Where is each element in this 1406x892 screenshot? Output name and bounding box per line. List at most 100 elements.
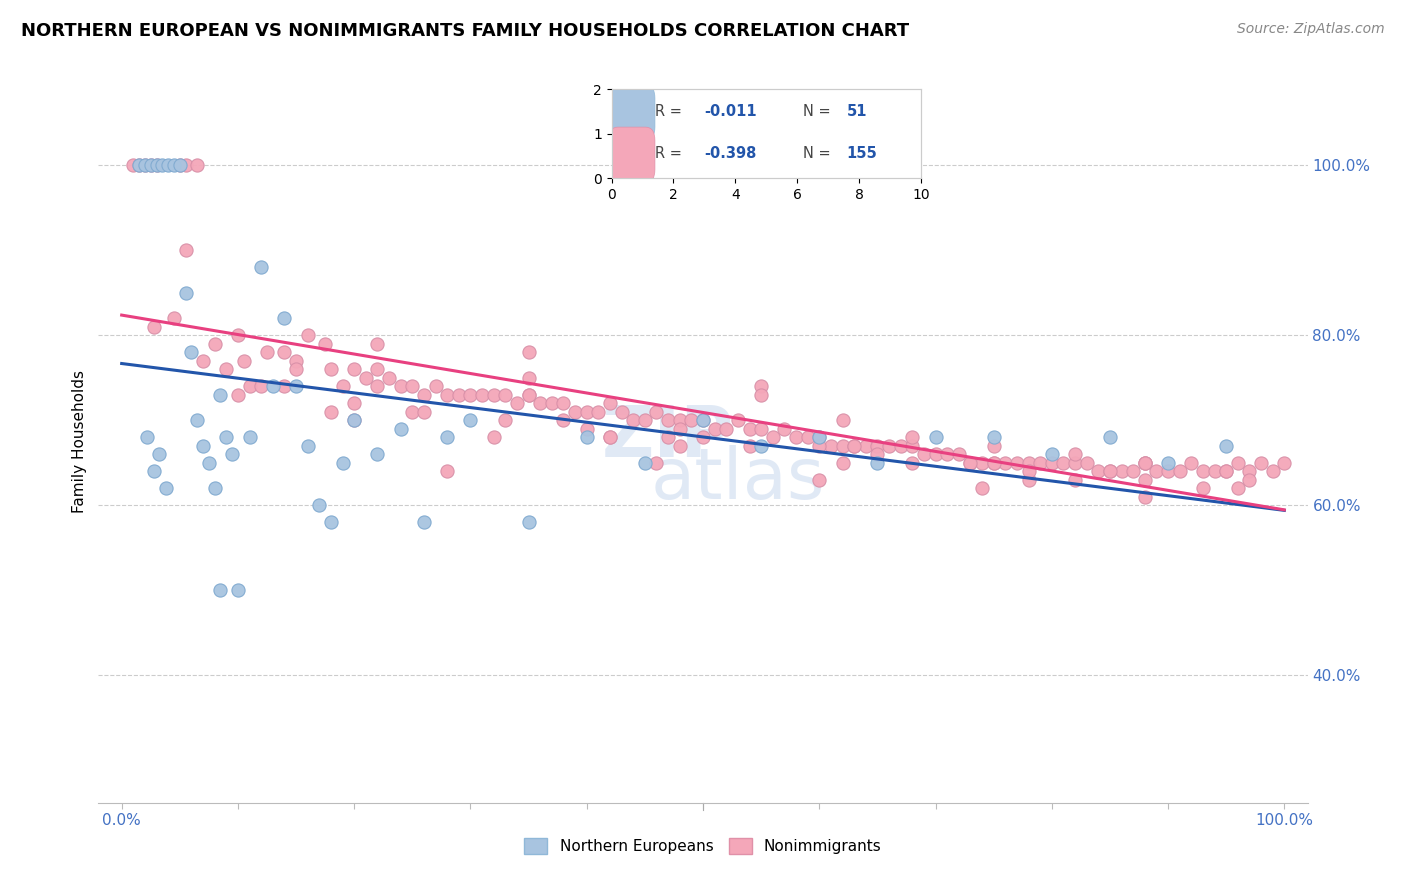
Point — [366, 447, 388, 461]
Point — [1226, 456, 1249, 470]
Point — [494, 388, 516, 402]
Point — [820, 439, 842, 453]
Point — [1261, 464, 1284, 478]
Point — [890, 439, 912, 453]
Point — [668, 439, 690, 453]
Point — [1168, 464, 1191, 478]
Point — [1098, 464, 1121, 478]
Point — [180, 345, 202, 359]
Point — [517, 388, 540, 402]
Point — [145, 158, 167, 172]
Point — [343, 413, 366, 427]
Point — [983, 439, 1005, 453]
Point — [749, 422, 772, 436]
Point — [143, 464, 166, 478]
Point — [250, 260, 273, 275]
Point — [174, 285, 197, 300]
Point — [517, 345, 540, 359]
Point — [901, 439, 924, 453]
Point — [1040, 456, 1063, 470]
Point — [844, 439, 866, 453]
Point — [389, 379, 412, 393]
Point — [529, 396, 551, 410]
Point — [1087, 464, 1109, 478]
Point — [727, 413, 749, 427]
Text: N =: N = — [803, 104, 835, 119]
Point — [169, 158, 191, 172]
Point — [1133, 473, 1156, 487]
Point — [553, 413, 575, 427]
Point — [482, 388, 505, 402]
Point — [901, 430, 924, 444]
Point — [855, 439, 877, 453]
Point — [494, 413, 516, 427]
Point — [139, 158, 162, 172]
Point — [564, 405, 586, 419]
Point — [844, 439, 866, 453]
Point — [1192, 481, 1215, 495]
Point — [366, 379, 388, 393]
Point — [1133, 456, 1156, 470]
Point — [273, 345, 295, 359]
Text: 155: 155 — [846, 146, 877, 161]
Point — [1122, 464, 1144, 478]
Point — [460, 413, 482, 427]
Point — [634, 456, 657, 470]
Point — [983, 456, 1005, 470]
Point — [436, 464, 458, 478]
Point — [924, 447, 946, 461]
Point — [378, 371, 401, 385]
FancyBboxPatch shape — [609, 85, 655, 140]
Point — [692, 413, 714, 427]
Point — [425, 379, 447, 393]
Point — [1098, 464, 1121, 478]
Point — [343, 362, 366, 376]
Point — [471, 388, 494, 402]
Point — [1215, 464, 1237, 478]
Point — [599, 396, 621, 410]
Point — [668, 413, 690, 427]
Point — [332, 379, 354, 393]
Point — [808, 430, 831, 444]
Point — [332, 456, 354, 470]
Point — [239, 430, 262, 444]
Point — [959, 456, 981, 470]
Point — [354, 371, 377, 385]
Point — [517, 388, 540, 402]
Point — [319, 516, 342, 530]
Text: -0.398: -0.398 — [704, 146, 756, 161]
Point — [122, 158, 145, 172]
Point — [209, 388, 232, 402]
Text: -0.011: -0.011 — [704, 104, 756, 119]
Point — [738, 439, 761, 453]
Point — [204, 336, 226, 351]
Point — [1133, 456, 1156, 470]
Point — [145, 158, 167, 172]
Point — [366, 336, 388, 351]
Point — [1005, 456, 1028, 470]
Point — [1180, 456, 1202, 470]
Point — [1064, 473, 1087, 487]
Point — [657, 430, 679, 444]
Point — [808, 473, 831, 487]
Point — [297, 328, 319, 343]
Point — [588, 405, 610, 419]
Point — [239, 379, 262, 393]
Point — [413, 516, 436, 530]
Legend: Northern Europeans, Nonimmigrants: Northern Europeans, Nonimmigrants — [519, 832, 887, 860]
Point — [575, 405, 598, 419]
Point — [994, 456, 1017, 470]
Point — [738, 422, 761, 436]
Point — [155, 481, 177, 495]
Point — [157, 158, 180, 172]
Point — [366, 362, 388, 376]
Point — [285, 362, 308, 376]
Point — [1018, 456, 1040, 470]
Point — [517, 516, 540, 530]
Point — [143, 319, 166, 334]
Point — [1111, 464, 1133, 478]
Point — [285, 353, 308, 368]
Point — [1192, 464, 1215, 478]
Point — [681, 413, 703, 427]
Point — [436, 430, 458, 444]
